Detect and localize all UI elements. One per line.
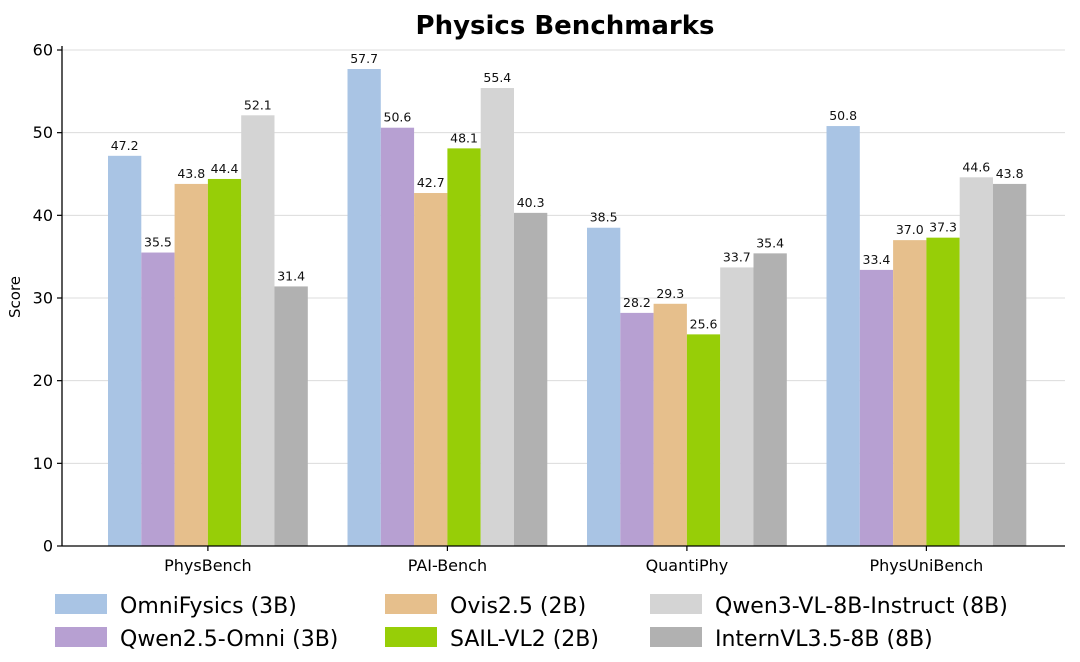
bar-pai-bench-ovis2-5-2b — [414, 193, 448, 546]
bar-pai-bench-qwen2-5-omni-3b — [380, 127, 415, 546]
data-label-quantiphy-qwen2-5-omni-3b: 28.2 — [623, 295, 651, 310]
bar-quantiphy-internvl3-5-8b-8b — [753, 253, 787, 547]
bar-pai-bench-qwen3-vl-8b-instruct-8b — [480, 88, 514, 546]
bar-physunibench-sail-vl2-2b — [926, 237, 960, 547]
bar-physunibench-qwen3-vl-8b-instruct-8b — [959, 177, 993, 546]
axis-ticks: 0 10 20 30 40 50 60 PhysBench PAI-Bench QuantiPhy… — [33, 41, 984, 576]
y-tick-label-10: 10 — [33, 454, 53, 473]
legend-swatch-sail-vl2-2b — [385, 627, 437, 647]
bar-physunibench-qwen2-5-omni-3b — [859, 269, 894, 546]
data-label-pai-bench-internvl3-5-8b-8b: 40.3 — [517, 195, 545, 210]
legend: OmniFysics (3B) Qwen2.5-Omni (3B) Ovis2.5 … — [55, 594, 1008, 652]
chart-title: Physics Benchmarks — [416, 11, 715, 41]
bar-quantiphy-sail-vl2-2b — [686, 334, 721, 546]
data-label-physunibench-ovis2-5-2b: 37.0 — [896, 222, 924, 237]
x-tick-label-physunibench: PhysUniBench — [870, 556, 984, 575]
data-label-pai-bench-qwen2-5-omni-3b: 50.6 — [384, 110, 412, 125]
bar-physunibench-internvl3-5-8b-8b — [993, 183, 1027, 547]
data-label-physbench-ovis2-5-2b: 43.8 — [177, 166, 205, 181]
data-label-physunibench-qwen2-5-omni-3b: 33.4 — [863, 252, 891, 267]
data-label-pai-bench-sail-vl2-2b: 48.1 — [450, 130, 478, 145]
legend-label-omnifysics-3b: OmniFysics (3B) — [120, 594, 297, 619]
legend-swatch-qwen3-vl-8b-instruct-8b — [650, 594, 702, 614]
legend-swatch-qwen2-5-omni-3b — [55, 627, 107, 647]
bar-quantiphy-omnifysics-3b — [587, 227, 621, 546]
legend-swatch-omnifysics-3b — [55, 594, 107, 614]
bar-pai-bench-omnifysics-3b — [347, 69, 381, 546]
data-label-quantiphy-internvl3-5-8b-8b: 35.4 — [756, 235, 784, 250]
data-label-physunibench-sail-vl2-2b: 37.3 — [929, 220, 957, 235]
data-label-physbench-sail-vl2-2b: 44.4 — [211, 161, 239, 176]
bar-quantiphy-qwen2-5-omni-3b — [620, 312, 654, 546]
bar-quantiphy-qwen3-vl-8b-instruct-8b — [720, 267, 754, 546]
data-label-physbench-omnifysics-3b: 47.2 — [111, 138, 139, 153]
y-tick-label-30: 30 — [33, 289, 53, 308]
bar-physbench-qwen2-5-omni-3b — [141, 252, 175, 547]
bar-quantiphy-ovis2-5-2b — [653, 303, 687, 546]
data-label-physbench-internvl3-5-8b-8b: 31.4 — [277, 268, 305, 283]
y-tick-label-60: 60 — [33, 41, 53, 60]
x-tick-label-quantiphy: QuantiPhy — [646, 556, 729, 575]
bar-pai-bench-sail-vl2-2b — [447, 148, 481, 546]
bar-pai-bench-internvl3-5-8b-8b — [514, 212, 548, 546]
data-label-physunibench-omnifysics-3b: 50.8 — [829, 108, 857, 123]
data-label-quantiphy-omnifysics-3b: 38.5 — [590, 210, 618, 225]
data-label-pai-bench-omnifysics-3b: 57.7 — [350, 51, 378, 66]
data-label-quantiphy-ovis2-5-2b: 29.3 — [656, 286, 684, 301]
legend-label-sail-vl2-2b: SAIL-VL2 (2B) — [450, 627, 599, 652]
legend-swatch-internvl3-5-8b-8b — [650, 627, 702, 647]
data-label-physunibench-qwen3-vl-8b-instruct-8b: 44.6 — [962, 159, 990, 174]
bar-physbench-sail-vl2-2b — [207, 178, 242, 546]
data-label-quantiphy-qwen3-vl-8b-instruct-8b: 33.7 — [723, 249, 751, 264]
data-label-quantiphy-sail-vl2-2b: 25.6 — [690, 316, 718, 331]
bars — [108, 69, 1027, 547]
legend-label-qwen2-5-omni-3b: Qwen2.5-Omni (3B) — [120, 627, 338, 652]
bar-physunibench-ovis2-5-2b — [893, 240, 927, 546]
data-labels: 47.2 35.5 43.8 44.4 52.1 31.4 57.7 50.6 42.7 48.1… — [111, 51, 1024, 331]
y-tick-label-50: 50 — [33, 123, 53, 142]
data-label-physbench-qwen2-5-omni-3b: 35.5 — [144, 235, 172, 250]
data-label-pai-bench-ovis2-5-2b: 42.7 — [417, 175, 445, 190]
bar-physunibench-omnifysics-3b — [826, 126, 860, 546]
data-label-physbench-qwen3-vl-8b-instruct-8b: 52.1 — [244, 97, 272, 112]
y-tick-label-0: 0 — [43, 537, 53, 556]
bar-physbench-ovis2-5-2b — [174, 183, 208, 547]
data-label-physunibench-internvl3-5-8b-8b: 43.8 — [996, 166, 1024, 181]
x-tick-label-pai-bench: PAI-Bench — [408, 556, 487, 575]
bar-physbench-internvl3-5-8b-8b — [274, 286, 308, 546]
y-axis-label: Score — [6, 276, 24, 318]
bar-physbench-omnifysics-3b — [108, 155, 142, 546]
x-tick-label-physbench: PhysBench — [164, 556, 252, 575]
data-label-pai-bench-qwen3-vl-8b-instruct-8b: 55.4 — [483, 70, 511, 85]
legend-label-ovis2-5-2b: Ovis2.5 (2B) — [450, 594, 586, 619]
y-tick-label-40: 40 — [33, 206, 53, 225]
legend-label-internvl3-5-8b-8b: InternVL3.5-8B (8B) — [715, 627, 933, 652]
legend-swatch-ovis2-5-2b — [385, 594, 437, 614]
bar-physbench-qwen3-vl-8b-instruct-8b — [241, 115, 275, 546]
y-tick-label-20: 20 — [33, 371, 53, 390]
legend-label-qwen3-vl-8b-instruct-8b: Qwen3-VL-8B-Instruct (8B) — [715, 594, 1008, 619]
